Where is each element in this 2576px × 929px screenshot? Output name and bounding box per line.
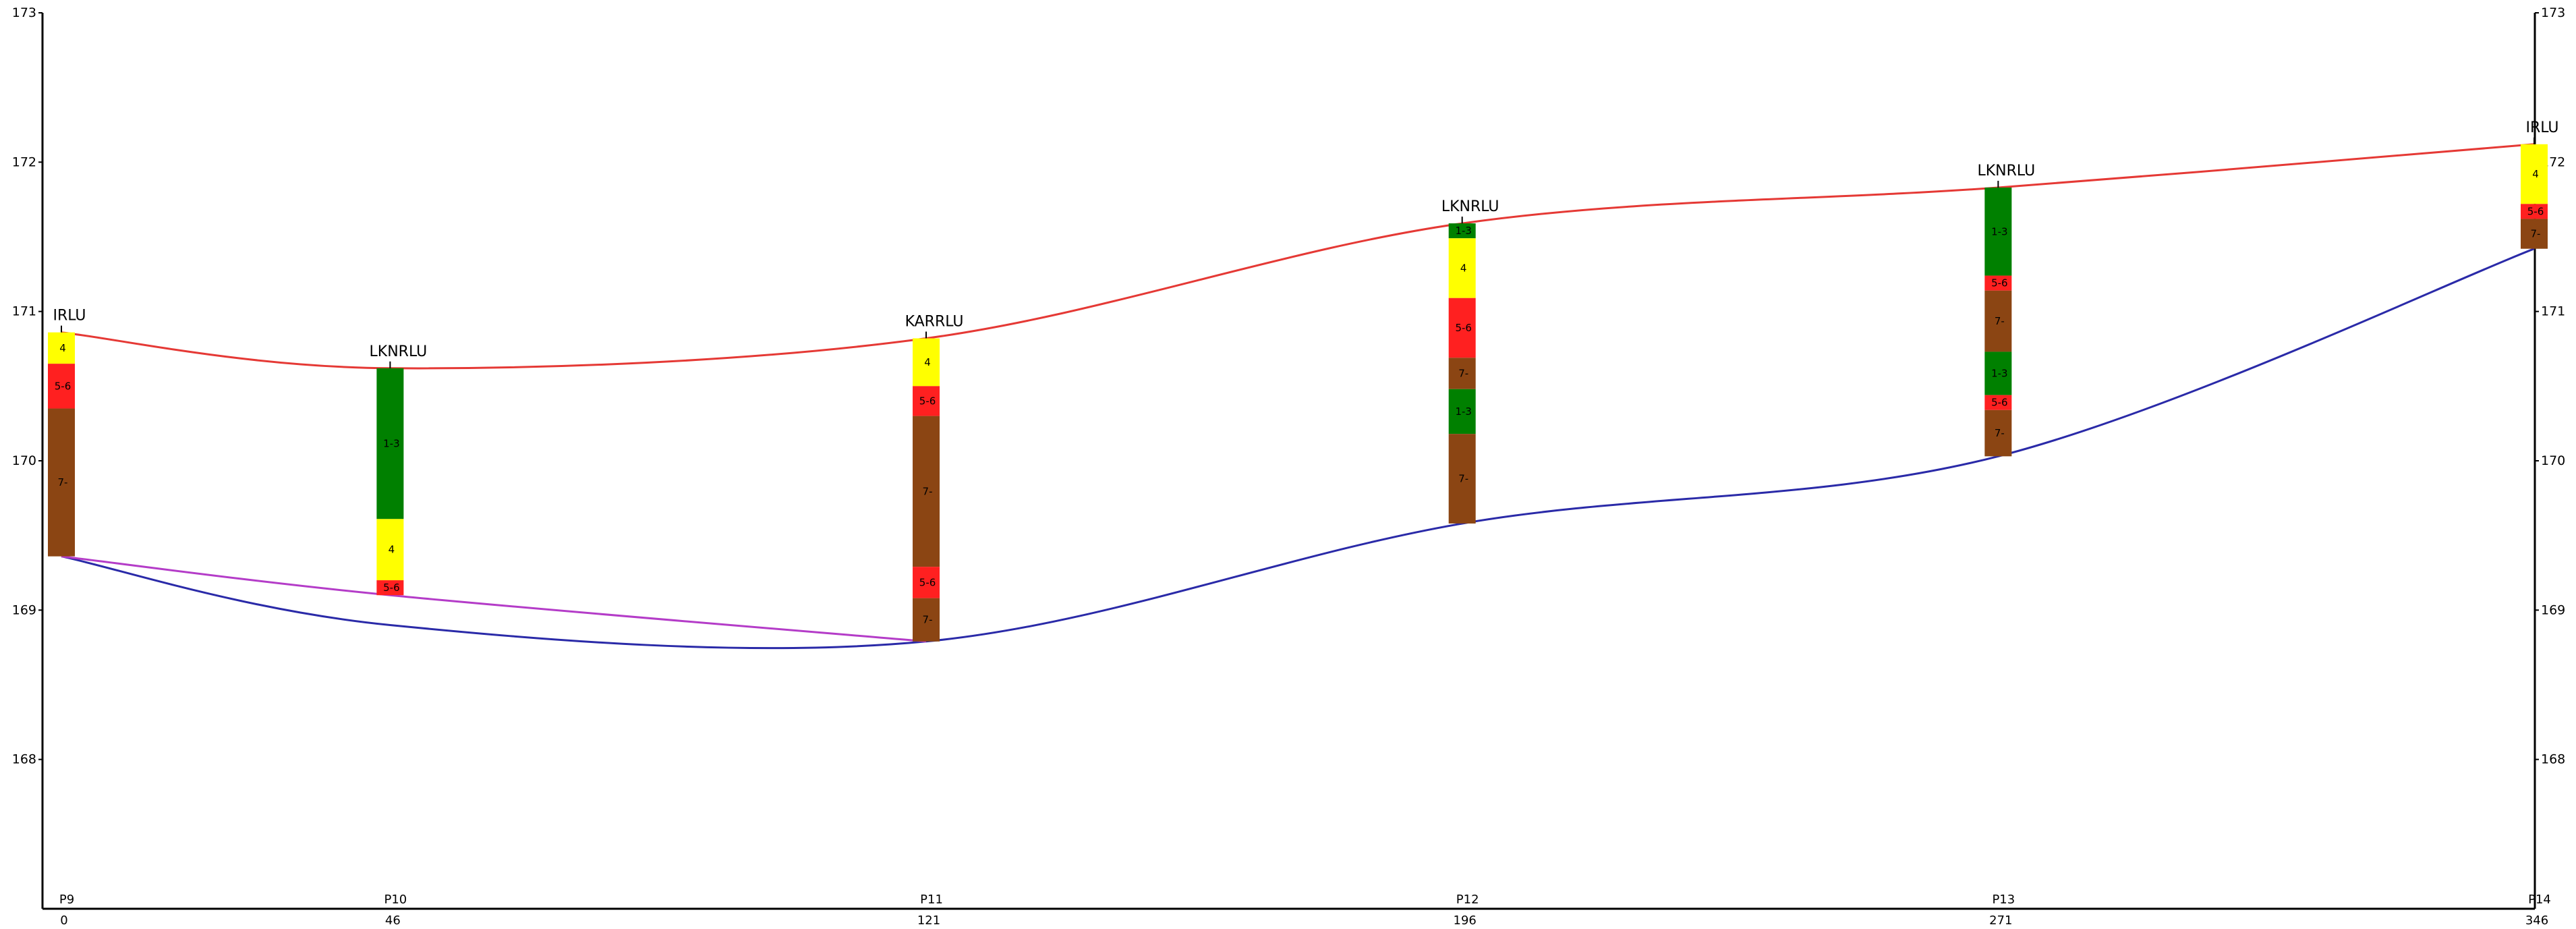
station-chainage-label: 346 — [2525, 913, 2548, 928]
layer-label: 1-3 — [1991, 368, 2008, 380]
layer-label: 1-3 — [1991, 225, 2008, 237]
y-tick-label-right: 173 — [2541, 5, 2565, 20]
station-chainage-label: 271 — [1989, 913, 2012, 928]
layer-1-3-rect — [1448, 223, 1476, 239]
layer-1-3-rect — [1448, 389, 1476, 434]
layer-label: 1-3 — [383, 438, 400, 450]
layer-label: 4 — [924, 356, 931, 368]
layer-5-6-rect — [913, 386, 940, 416]
layer-7--rect — [913, 598, 940, 642]
layer-label: 4 — [59, 342, 66, 354]
layer-label: 5-6 — [1991, 277, 2008, 289]
station-chainage-label: 121 — [917, 913, 940, 928]
layer-7--rect — [913, 416, 940, 567]
borehole-name-label: IRLU — [53, 308, 86, 325]
y-tick-label-left: 171 — [12, 304, 36, 319]
station-name-label: P14 — [2528, 893, 2551, 907]
layer-7--rect — [1448, 434, 1476, 524]
layer-1-3-rect — [376, 368, 404, 519]
borehole-p14: 4 5-6 7- IRLU — [2521, 119, 2559, 249]
layer-5-6-rect — [1984, 275, 2012, 291]
borehole-name-label: IRLU — [2525, 119, 2558, 136]
layer-4-rect — [48, 332, 75, 364]
boreholes: 4 5-6 7- IRLU 1-3 4 5-6 LKNRLU 4 5-6 7- 5-6 7- KARRLU… — [48, 119, 2559, 642]
station-name-label: P10 — [384, 893, 407, 907]
y-tick-label-left: 169 — [12, 602, 36, 617]
y-tick-label-left: 173 — [12, 5, 36, 20]
station-chainage-label: 0 — [60, 913, 67, 928]
y-tick-label-left: 172 — [12, 154, 36, 169]
layer-4-rect — [2521, 144, 2548, 204]
layer-label: 7- — [1458, 368, 1468, 380]
borehole-p9: 4 5-6 7- IRLU — [48, 308, 86, 557]
station-name-label: P9 — [59, 893, 74, 907]
profile-lines — [61, 143, 2535, 650]
layer-label: 7- — [1995, 427, 2005, 439]
station-name-label: P13 — [1992, 893, 2015, 907]
layer-1-3-rect — [1984, 351, 2012, 395]
layer-label: 5-6 — [919, 576, 936, 588]
y-tick-label-right: 168 — [2541, 752, 2565, 767]
layer-label: 5-6 — [55, 380, 71, 392]
layer-label: 4 — [1460, 262, 1467, 274]
layer-label: 5-6 — [919, 395, 936, 407]
station-chainage-label: 196 — [1454, 913, 1477, 928]
layer-7--rect — [48, 408, 75, 557]
y-tick-label-left: 168 — [12, 752, 36, 767]
layer-7--rect — [2521, 219, 2548, 249]
layer-5-6-rect — [376, 580, 404, 596]
layer-label: 1-3 — [1455, 405, 1472, 418]
borehole-p11: 4 5-6 7- 5-6 7- KARRLU — [905, 314, 964, 642]
layer-label: 5-6 — [383, 582, 400, 594]
layer-label: 5-6 — [1991, 397, 2008, 409]
layer-label: 7- — [923, 614, 933, 626]
layer-5-6-rect — [1984, 395, 2012, 410]
borehole-p13: 1-3 5-6 7- 1-3 5-6 7- LKNRLU — [1977, 163, 2035, 457]
layer-label: 4 — [2532, 168, 2539, 180]
layer-4-rect — [913, 338, 940, 387]
y-tick-label-right: 171 — [2541, 304, 2565, 319]
layer-5-6-rect — [2521, 204, 2548, 219]
y-tick-label-right: 169 — [2541, 602, 2565, 617]
y-tick-label-right: 170 — [2541, 453, 2565, 468]
layer-label: 4 — [389, 544, 395, 556]
borehole-name-label: LKNRLU — [370, 343, 428, 360]
layer-label: 7- — [1458, 473, 1468, 485]
ground-surface-line — [61, 143, 2535, 370]
borehole-p10: 1-3 4 5-6 LKNRLU — [370, 343, 428, 596]
layer-label: 7- — [923, 485, 933, 497]
layer-7--rect — [1448, 358, 1476, 389]
borehole-name-label: LKNRLU — [1441, 198, 1499, 215]
layer-label: 7- — [58, 476, 68, 488]
bottom-purple-line — [61, 555, 927, 643]
borehole-name-label: LKNRLU — [1977, 163, 2035, 179]
layer-label: 7- — [1995, 315, 2005, 327]
station-name-label: P11 — [920, 893, 943, 907]
bottom-blue-line — [61, 248, 2535, 650]
layer-4-rect — [1448, 238, 1476, 298]
layer-5-6-rect — [913, 567, 940, 598]
station-chainage-label: 46 — [385, 913, 401, 928]
layer-label: 5-6 — [2527, 205, 2544, 217]
layer-4-rect — [376, 519, 404, 581]
layer-7--rect — [1984, 410, 2012, 457]
borehole-name-label: KARRLU — [905, 314, 964, 331]
layer-5-6-rect — [48, 364, 75, 409]
layer-label: 7- — [2531, 228, 2541, 240]
layer-5-6-rect — [1448, 298, 1476, 358]
layer-label: 5-6 — [1455, 322, 1472, 334]
y-tick-label-left: 170 — [12, 453, 36, 468]
station-name-label: P12 — [1456, 893, 1479, 907]
layer-label: 1-3 — [1455, 225, 1472, 237]
borehole-p12: 1-3 4 5-6 7- 1-3 7- LKNRLU — [1441, 198, 1499, 524]
layer-7--rect — [1984, 290, 2012, 352]
layer-1-3-rect — [1984, 187, 2012, 276]
